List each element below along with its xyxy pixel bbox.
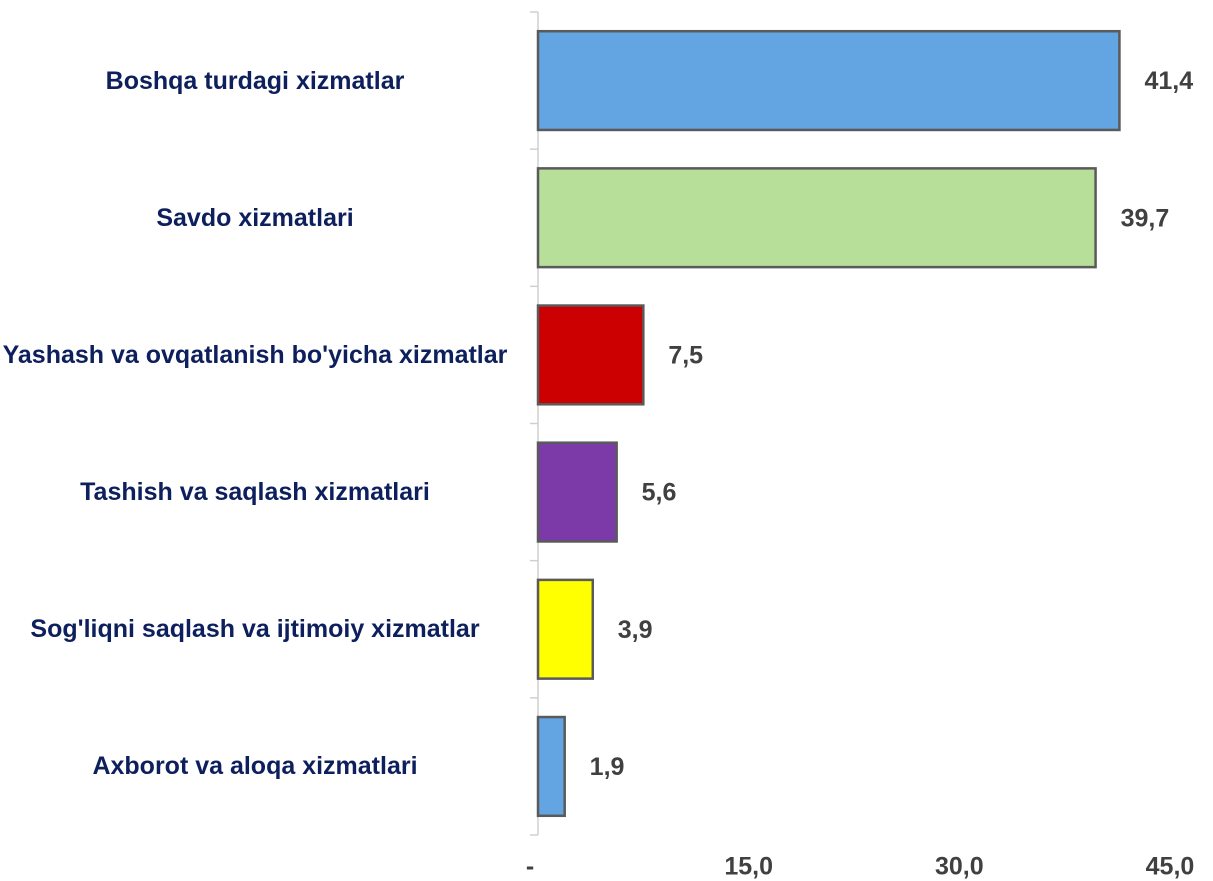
category-label: Axborot va aloqa xizmatlari xyxy=(92,752,418,781)
value-label: 7,5 xyxy=(668,342,703,370)
bar xyxy=(536,29,1121,132)
bar xyxy=(536,715,566,818)
x-tick-label: 30,0 xyxy=(935,853,984,881)
x-tick-label: - xyxy=(526,853,534,881)
value-label: 5,6 xyxy=(642,479,677,507)
bar xyxy=(536,441,618,543)
bar xyxy=(536,167,1097,269)
value-label: 39,7 xyxy=(1121,204,1170,232)
x-tick-label: 15,0 xyxy=(724,853,773,881)
bar xyxy=(536,304,645,406)
category-label: Savdo xizmatlari xyxy=(156,203,354,232)
category-label: Yashash va ovqatlanish bo'yicha xizmatla… xyxy=(2,340,508,369)
x-tick-label: 45,0 xyxy=(1146,853,1195,881)
value-label: 3,9 xyxy=(618,616,653,644)
category-label: Boshqa turdagi xizmatlar xyxy=(105,66,405,95)
value-label: 1,9 xyxy=(590,753,625,781)
bar xyxy=(536,578,595,680)
value-label: 41,4 xyxy=(1144,67,1193,95)
category-label: Sog'liqni saqlash va ijtimoiy xizmatlar xyxy=(30,615,480,644)
category-label: Tashish va saqlash xizmatlari xyxy=(80,478,430,507)
